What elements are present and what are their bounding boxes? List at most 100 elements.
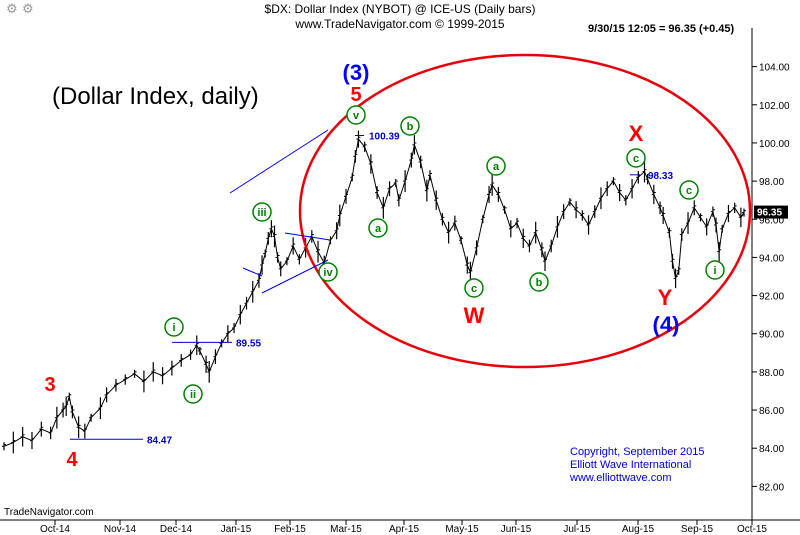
price-line-segment <box>488 184 493 195</box>
price-line-segment <box>541 249 546 262</box>
price-line-segment <box>706 211 714 228</box>
chart-source: TradeNavigator.com <box>4 507 94 518</box>
circled-wave-marker <box>464 278 484 298</box>
price-line-segment <box>712 211 717 226</box>
price-line-segment <box>364 146 372 165</box>
price-line-segment <box>420 161 428 191</box>
price-line-segment <box>482 194 490 220</box>
price-line-segment <box>339 196 347 216</box>
wave-label: W <box>464 303 485 328</box>
price-line-segment <box>619 192 627 201</box>
x-tick-label: Apr-15 <box>389 524 419 535</box>
price-line-segment <box>454 222 462 241</box>
price-line-segment <box>311 236 319 252</box>
price-line-segment <box>460 240 468 266</box>
price-line-segment <box>522 238 530 247</box>
price-line-segment <box>31 428 42 441</box>
circled-wave-marker <box>626 148 646 168</box>
x-tick-label: Jan-15 <box>221 524 252 535</box>
x-tick-label: May-15 <box>445 524 479 535</box>
price-line-segment <box>569 201 577 211</box>
circled-wave-marker <box>705 260 725 280</box>
circled-wave-label: c <box>471 283 477 295</box>
y-tick-label: 90.00 <box>759 330 784 341</box>
circled-wave-label: c <box>633 153 639 165</box>
circled-wave-marker <box>486 156 506 176</box>
wave-label: X <box>629 121 644 146</box>
price-line-segment <box>221 333 229 344</box>
price-line-segment <box>535 232 543 250</box>
price-line-segment <box>556 211 565 228</box>
price-line-segment <box>267 228 272 239</box>
price-line-segment <box>134 373 145 382</box>
price-line-segment <box>550 226 558 247</box>
circled-wave-label: i <box>172 322 175 334</box>
x-tick-label: Nov-14 <box>104 524 137 535</box>
price-line-segment <box>196 344 201 352</box>
price-line-segment <box>410 144 415 161</box>
circled-wave-label: c <box>686 185 692 197</box>
price-timestamp: 9/30/15 12:05 = 96.35 (+0.45) <box>588 23 735 35</box>
price-line-segment <box>476 219 484 248</box>
price-line-segment <box>728 207 736 214</box>
circled-wave-label: b <box>407 121 414 133</box>
wave-label: (4) <box>653 312 680 337</box>
price-line-segment <box>504 209 512 229</box>
price-line-segment <box>13 436 23 443</box>
price-line-segment <box>693 207 701 218</box>
circled-wave-label: a <box>375 223 382 235</box>
circled-wave-marker <box>346 105 366 125</box>
price-line-segment <box>740 212 745 218</box>
price-line-segment <box>41 428 51 434</box>
price-line-segment <box>382 188 391 208</box>
circled-wave-label: iii <box>257 207 266 219</box>
price-line-segment <box>644 171 649 180</box>
price-line-segment <box>78 426 86 432</box>
price-line-segment <box>99 394 108 409</box>
trend-line <box>261 259 329 294</box>
x-tick-label: Aug-15 <box>622 524 655 535</box>
price-line-segment <box>3 442 14 447</box>
price-line-segment <box>171 360 182 369</box>
price-line-segment <box>395 182 400 201</box>
price-line-segment <box>190 344 198 356</box>
copyright-line: Elliott Wave International <box>570 459 691 471</box>
circled-wave-label: a <box>493 161 500 173</box>
circled-wave-marker <box>679 180 699 200</box>
price-line-segment <box>115 379 126 386</box>
price-line-segment <box>351 156 356 178</box>
price-line-segment <box>389 182 397 190</box>
x-tick-label: Mar-15 <box>330 524 362 535</box>
settings-gear-icon-2[interactable]: ⚙ <box>22 1 34 16</box>
y-tick-label: 88.00 <box>759 368 784 379</box>
price-line-segment <box>469 247 478 273</box>
price-line-segment <box>631 177 639 189</box>
price-line-segment <box>205 364 210 373</box>
y-tick-label: 104.00 <box>759 63 790 74</box>
circled-wave-label: i <box>713 265 716 277</box>
price-line-segment <box>435 200 443 220</box>
price-line-segment <box>233 314 241 329</box>
price-line-segment <box>563 201 571 212</box>
price-line-segment <box>286 245 294 262</box>
price-line-segment <box>292 245 300 260</box>
price-line-segment <box>529 232 537 247</box>
last-price-badge <box>754 205 788 219</box>
price-line-segment <box>516 222 524 239</box>
price-line-segment <box>280 260 288 270</box>
settings-gear-icon[interactable]: ⚙ <box>6 1 18 16</box>
price-line-segment <box>718 228 723 252</box>
wave-label: 4 <box>66 449 78 471</box>
price-line-segment <box>659 207 664 216</box>
x-tick-label: Feb-15 <box>274 524 306 535</box>
y-tick-label: 100.00 <box>759 139 790 150</box>
x-tick-label: Jul-15 <box>563 524 591 535</box>
circled-wave-marker <box>368 218 388 238</box>
level-label: 89.55 <box>236 338 261 349</box>
price-line-segment <box>65 396 70 407</box>
price-line-segment <box>429 175 437 201</box>
price-line-segment <box>448 222 456 233</box>
circled-wave-marker <box>318 262 338 282</box>
circled-wave-marker <box>529 272 549 292</box>
price-line-segment <box>208 356 216 373</box>
